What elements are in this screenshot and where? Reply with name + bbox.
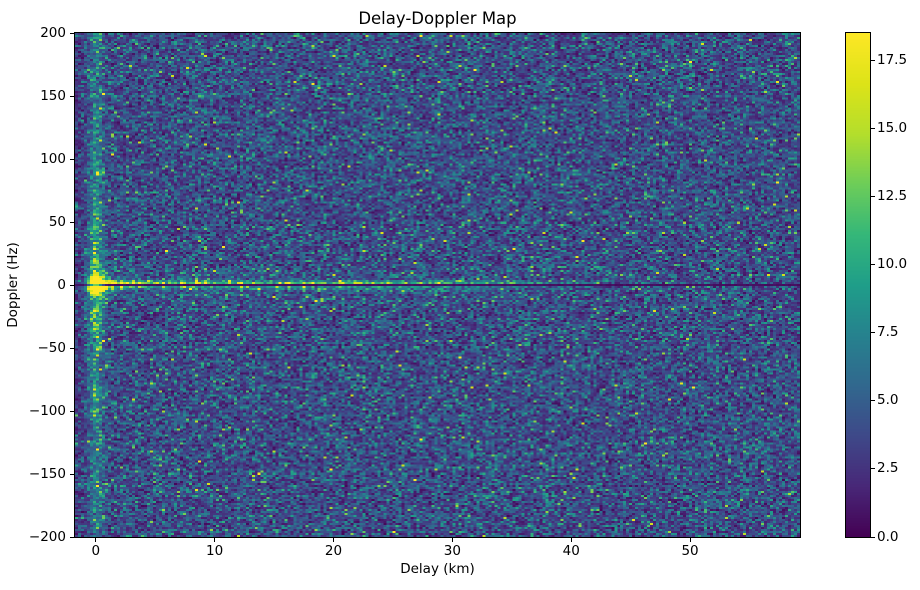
colorbar-tick-mark (871, 195, 875, 197)
x-tick-label: 40 (562, 543, 580, 559)
colorbar-tick-label: 17.5 (877, 51, 908, 68)
x-tick-mark (333, 538, 334, 542)
x-tick-label: 0 (91, 543, 101, 559)
y-tick-label: 150 (40, 87, 66, 104)
y-tick-label: −100 (28, 402, 66, 419)
colorbar-tick-label: 5.0 (877, 392, 899, 409)
y-tick-mark (70, 473, 74, 475)
heatmap-canvas (75, 33, 800, 537)
colorbar-tick-label: 10.0 (877, 256, 908, 273)
x-tick-mark (214, 538, 216, 542)
y-tick-mark (70, 221, 74, 223)
x-tick-mark (95, 538, 97, 542)
x-tick-label: 30 (443, 543, 461, 559)
y-tick-mark (70, 284, 74, 286)
colorbar-tick-label: 2.5 (877, 460, 899, 477)
y-tick-mark (70, 410, 74, 412)
colorbar-tick-mark (871, 127, 875, 129)
colorbar-tick-mark (871, 332, 875, 334)
x-axis-label: Delay (km) (400, 561, 475, 577)
y-tick-label: 50 (48, 213, 66, 230)
y-tick-label: −200 (28, 528, 66, 545)
chart-title: Delay-Doppler Map (358, 9, 517, 28)
x-tick-label: 20 (324, 543, 343, 559)
colorbar-tick-mark (871, 400, 875, 402)
x-tick-mark (451, 538, 453, 542)
x-tick-label: 50 (681, 543, 699, 559)
y-tick-mark (70, 536, 74, 538)
y-tick-mark (70, 95, 74, 97)
colorbar-tick-label: 0.0 (877, 528, 899, 545)
x-tick-label: 10 (206, 543, 224, 559)
y-tick-label: 200 (40, 24, 66, 41)
y-tick-label: 100 (40, 150, 66, 167)
y-axis-label: Doppler (Hz) (5, 242, 21, 328)
colorbar-tick-label: 12.5 (877, 187, 908, 204)
colorbar-tick-label: 7.5 (877, 324, 899, 341)
colorbar-tick-mark (871, 59, 875, 61)
x-tick-mark (570, 538, 572, 542)
colorbar-tick-label: 15.0 (877, 119, 908, 136)
y-tick-mark (70, 32, 74, 34)
colorbar-tick-mark (871, 264, 875, 266)
colorbar-tick-mark (871, 468, 875, 470)
y-tick-label: −50 (37, 339, 67, 356)
y-tick-mark (70, 158, 74, 160)
y-tick-label: 0 (57, 276, 66, 293)
y-tick-label: −150 (28, 465, 66, 482)
x-tick-mark (689, 538, 691, 542)
colorbar-tick-mark (871, 536, 875, 538)
y-tick-mark (70, 347, 74, 349)
colorbar-gradient (846, 33, 870, 537)
